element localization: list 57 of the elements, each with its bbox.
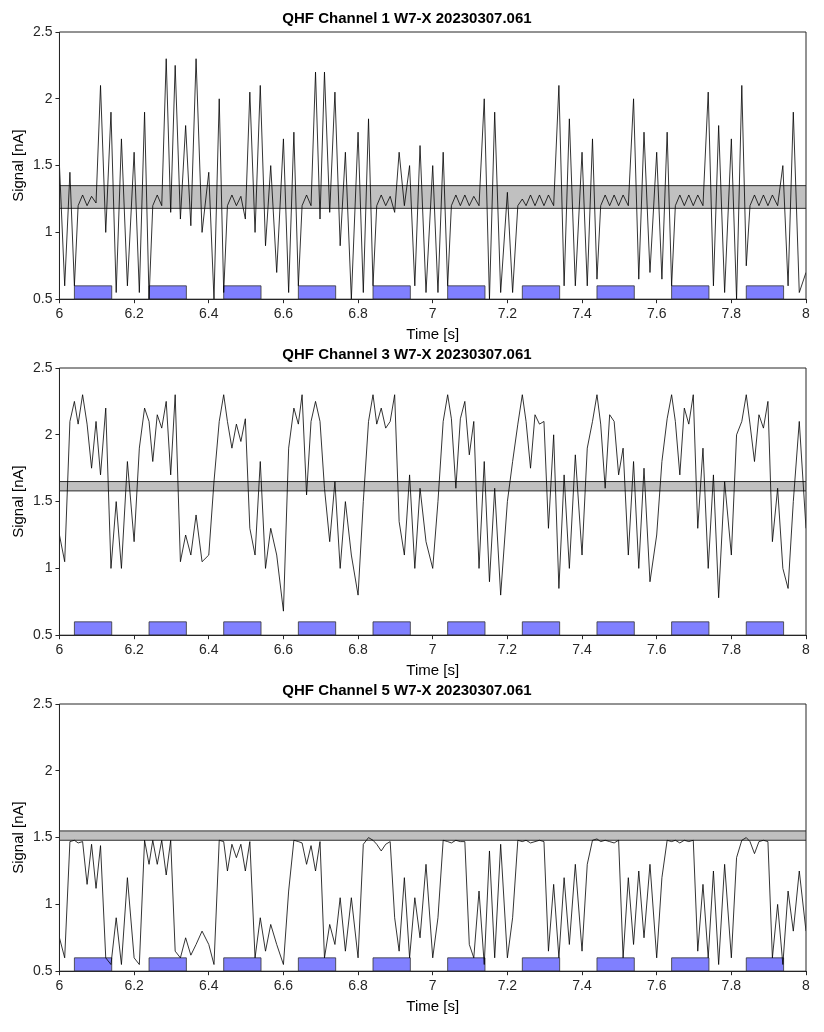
x-axis-title: Time [s] [406, 325, 460, 343]
y-tick-label: 2.5 [32, 22, 53, 39]
x-tick-label: 6.4 [199, 305, 219, 322]
y-tick-label: 2 [44, 425, 53, 442]
x-tick-label: 6.6 [273, 641, 294, 658]
y-tick-label: 2.5 [32, 358, 53, 375]
x-tick-label: 7.2 [497, 641, 518, 658]
y-tick-label: 1 [44, 559, 53, 576]
x-tick-label: 6.8 [348, 977, 369, 994]
x-tick-label: 8 [802, 641, 811, 658]
x-tick-label: 7 [428, 977, 437, 994]
y-axis-title: Signal [nA] [9, 129, 27, 202]
x-tick-label: 6.8 [348, 305, 369, 322]
y-tick-label: 2 [44, 89, 53, 106]
x-tick-label: 6.8 [348, 641, 369, 658]
y-axis-title: Signal [nA] [9, 801, 27, 874]
x-tick-label: 6.4 [199, 641, 219, 658]
x-tick-label: 7.8 [721, 977, 742, 994]
x-axis-title: Time [s] [406, 997, 460, 1015]
y-tick-label: 0.5 [32, 626, 53, 643]
x-tick-label: 7 [428, 641, 437, 658]
x-tick-label: 7.6 [646, 641, 667, 658]
x-tick-label: 7.6 [646, 977, 667, 994]
x-axis-title: Time [s] [406, 661, 460, 679]
x-tick-label: 6.2 [124, 977, 145, 994]
y-tick-label: 1.5 [32, 156, 53, 173]
x-tick-label: 6.2 [124, 641, 145, 658]
x-tick-label: 7.4 [572, 977, 592, 994]
x-tick-label: 7.8 [721, 641, 742, 658]
chart-title: QHF Channel 1 W7-X 20230307.061 [282, 9, 532, 27]
y-tick-label: 1.5 [32, 828, 53, 845]
chart-title: QHF Channel 5 W7-X 20230307.061 [282, 681, 532, 699]
x-tick-label: 6.2 [124, 305, 145, 322]
y-tick-label: 2.5 [32, 694, 53, 711]
x-tick-label: 7.6 [646, 305, 667, 322]
x-tick-label: 6 [55, 305, 64, 322]
chart-title: QHF Channel 3 W7-X 20230307.061 [282, 345, 532, 363]
x-tick-label: 8 [802, 305, 811, 322]
x-tick-label: 6 [55, 641, 64, 658]
x-tick-label: 6.6 [273, 977, 294, 994]
y-tick-label: 0.5 [32, 290, 53, 307]
y-tick-label: 1.5 [32, 492, 53, 509]
x-tick-label: 6.4 [199, 977, 219, 994]
x-tick-label: 7.8 [721, 305, 742, 322]
y-tick-label: 2 [44, 761, 53, 778]
x-tick-label: 7 [428, 305, 437, 322]
x-tick-label: 7.4 [572, 641, 592, 658]
x-tick-label: 6 [55, 977, 64, 994]
y-tick-label: 0.5 [32, 962, 53, 979]
x-tick-label: 7.2 [497, 305, 518, 322]
x-tick-label: 7.2 [497, 977, 518, 994]
x-tick-label: 6.6 [273, 305, 294, 322]
y-tick-label: 1 [44, 223, 53, 240]
x-tick-label: 7.4 [572, 305, 592, 322]
x-tick-label: 8 [802, 977, 811, 994]
y-tick-label: 1 [44, 895, 53, 912]
y-axis-title: Signal [nA] [9, 465, 27, 538]
